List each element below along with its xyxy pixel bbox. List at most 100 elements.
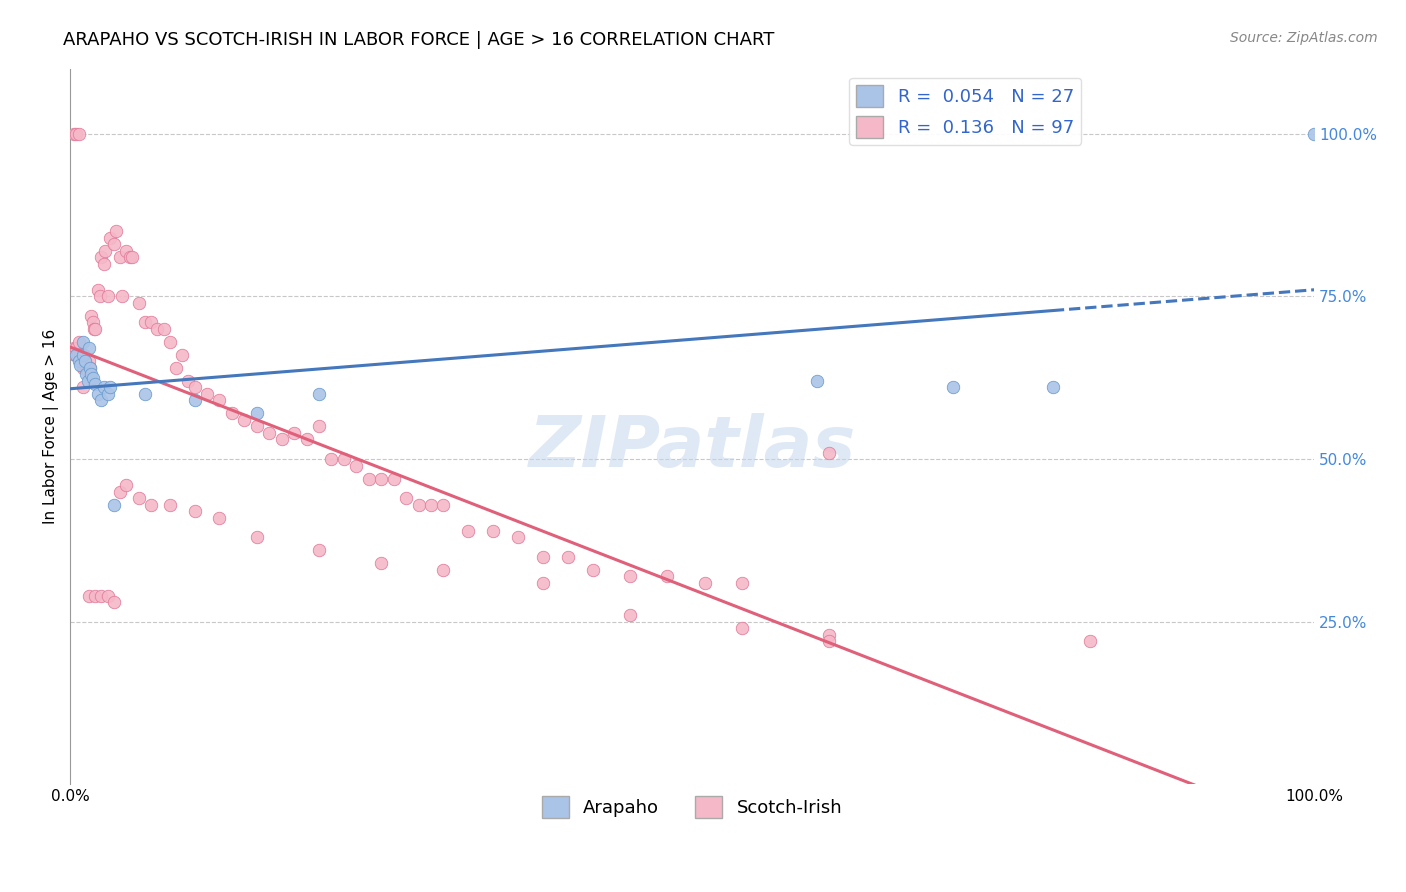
Point	[619, 608, 641, 623]
Point	[731, 575, 754, 590]
Point	[357, 471, 380, 485]
Point	[82, 315, 104, 329]
Point	[90, 589, 112, 603]
Point	[76, 374, 98, 388]
Point	[77, 342, 100, 356]
Point	[420, 498, 443, 512]
Point	[115, 478, 138, 492]
Point	[172, 348, 194, 362]
Y-axis label: In Labor Force | Age > 16: In Labor Force | Age > 16	[44, 329, 59, 524]
Point	[283, 425, 305, 440]
Point	[90, 393, 112, 408]
Point	[98, 231, 121, 245]
Text: ZIPatlas: ZIPatlas	[529, 414, 856, 483]
Point	[93, 380, 115, 394]
Point	[128, 491, 150, 505]
Point	[86, 387, 108, 401]
Point	[482, 524, 505, 538]
Point	[65, 127, 87, 141]
Point	[73, 348, 96, 362]
Point	[183, 393, 205, 408]
Point	[382, 471, 405, 485]
Point	[70, 354, 93, 368]
Point	[146, 322, 169, 336]
Point	[208, 510, 231, 524]
Point	[1078, 634, 1101, 648]
Point	[177, 374, 200, 388]
Point	[80, 368, 103, 382]
Point	[90, 250, 112, 264]
Point	[818, 628, 841, 642]
Point	[370, 556, 392, 570]
Point	[506, 530, 529, 544]
Point	[221, 407, 243, 421]
Point	[308, 387, 330, 401]
Point	[408, 498, 430, 512]
Point	[103, 237, 125, 252]
Point	[295, 433, 318, 447]
Text: ARAPAHO VS SCOTCH-IRISH IN LABOR FORCE | AGE > 16 CORRELATION CHART: ARAPAHO VS SCOTCH-IRISH IN LABOR FORCE |…	[63, 31, 775, 49]
Point	[118, 250, 141, 264]
Point	[432, 498, 454, 512]
Point	[531, 575, 554, 590]
Point	[693, 575, 716, 590]
Point	[308, 543, 330, 558]
Point	[457, 524, 479, 538]
Point	[75, 354, 97, 368]
Point	[806, 374, 828, 388]
Point	[77, 589, 100, 603]
Point	[75, 360, 97, 375]
Point	[321, 452, 343, 467]
Point	[63, 348, 86, 362]
Point	[233, 413, 256, 427]
Point	[82, 370, 104, 384]
Point	[84, 322, 107, 336]
Point	[557, 549, 579, 564]
Point	[246, 530, 269, 544]
Text: Source: ZipAtlas.com: Source: ZipAtlas.com	[1230, 31, 1378, 45]
Point	[818, 445, 841, 459]
Point	[72, 348, 94, 362]
Point	[96, 289, 118, 303]
Point	[67, 127, 90, 141]
Point	[121, 250, 143, 264]
Point	[108, 484, 131, 499]
Point	[139, 315, 162, 329]
Point	[134, 315, 156, 329]
Point	[103, 595, 125, 609]
Point	[108, 250, 131, 264]
Point	[1303, 127, 1326, 141]
Point	[96, 387, 118, 401]
Point	[93, 257, 115, 271]
Point	[619, 569, 641, 583]
Point	[67, 334, 90, 349]
Point	[79, 360, 101, 375]
Point	[731, 621, 754, 635]
Point	[69, 348, 91, 362]
Point	[96, 589, 118, 603]
Point	[195, 387, 218, 401]
Point	[83, 322, 105, 336]
Point	[72, 334, 94, 349]
Legend: Arapaho, Scotch-Irish: Arapaho, Scotch-Irish	[534, 789, 849, 825]
Point	[98, 380, 121, 394]
Point	[134, 387, 156, 401]
Point	[128, 295, 150, 310]
Point	[63, 127, 86, 141]
Point	[76, 364, 98, 378]
Point	[69, 358, 91, 372]
Point	[208, 393, 231, 408]
Point	[75, 354, 97, 368]
Point	[270, 433, 292, 447]
Point	[432, 563, 454, 577]
Point	[246, 407, 269, 421]
Point	[395, 491, 418, 505]
Point	[66, 348, 89, 362]
Point	[63, 342, 86, 356]
Point	[531, 549, 554, 564]
Point	[183, 380, 205, 394]
Point	[344, 458, 367, 473]
Point	[105, 224, 128, 238]
Point	[72, 360, 94, 375]
Point	[94, 244, 117, 258]
